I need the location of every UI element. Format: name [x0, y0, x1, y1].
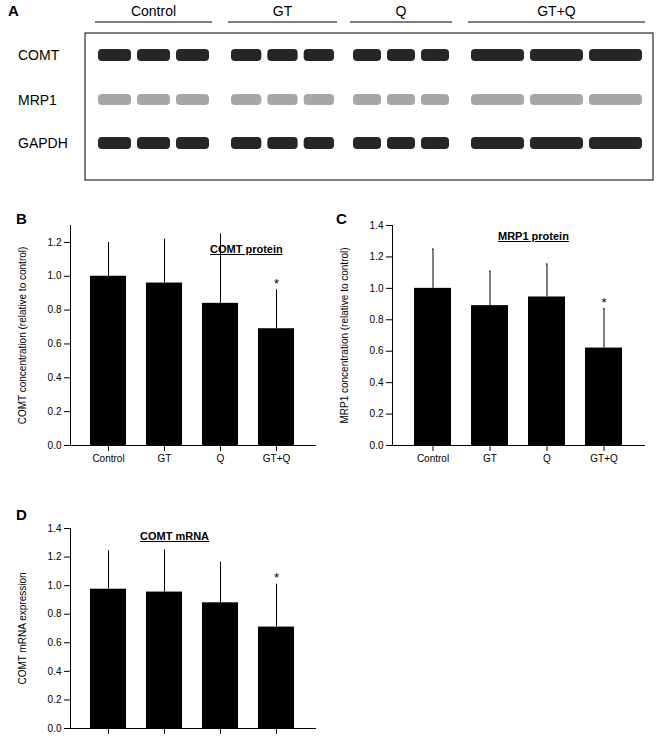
svg-text:0.4: 0.4 — [370, 377, 384, 388]
svg-text:0.6: 0.6 — [48, 637, 62, 648]
svg-text:MRP1 concentration (relative t: MRP1 concentration (relative to control) — [339, 247, 350, 423]
svg-text:GT: GT — [483, 453, 497, 464]
svg-text:*: * — [274, 276, 279, 291]
svg-text:GT: GT — [273, 3, 293, 19]
svg-text:1.2: 1.2 — [48, 237, 62, 248]
svg-text:0.2: 0.2 — [48, 406, 62, 417]
svg-text:A: A — [8, 2, 19, 19]
svg-text:Control: Control — [92, 453, 124, 464]
svg-text:1.0: 1.0 — [370, 283, 384, 294]
svg-text:MRP1: MRP1 — [18, 92, 57, 108]
svg-text:0.0: 0.0 — [370, 440, 384, 451]
svg-text:0.4: 0.4 — [48, 372, 62, 383]
svg-text:0.6: 0.6 — [48, 338, 62, 349]
svg-text:GT+Q: GT+Q — [590, 453, 618, 464]
svg-text:*: * — [601, 295, 606, 310]
svg-text:GT+Q: GT+Q — [537, 3, 576, 19]
svg-text:Q: Q — [217, 453, 225, 464]
svg-text:1.0: 1.0 — [48, 270, 62, 281]
svg-text:0.0: 0.0 — [48, 440, 62, 451]
html-text:MRP1 protein: MRP1 protein — [498, 230, 569, 242]
svg-text:0.4: 0.4 — [48, 666, 62, 677]
html-text:B: B — [16, 210, 27, 227]
svg-text:GT+Q: GT+Q — [263, 453, 291, 464]
svg-text:0.2: 0.2 — [370, 408, 384, 419]
svg-text:*: * — [274, 570, 279, 585]
html-text:D: D — [16, 506, 27, 523]
html-text:C: C — [336, 210, 347, 227]
svg-text:0.2: 0.2 — [48, 694, 62, 705]
svg-text:0.8: 0.8 — [48, 608, 62, 619]
svg-text:1.0: 1.0 — [48, 580, 62, 591]
svg-text:COMT mRNA expression: COMT mRNA expression — [17, 572, 28, 684]
svg-text:1.2: 1.2 — [370, 251, 384, 262]
html-text:COMT protein: COMT protein — [210, 243, 283, 255]
svg-text:GT: GT — [158, 453, 172, 464]
svg-text:Q: Q — [396, 3, 407, 19]
svg-text:COMT: COMT — [18, 47, 60, 63]
svg-text:COMT concentration (relative t: COMT concentration (relative to control) — [17, 247, 28, 425]
svg-text:0.8: 0.8 — [370, 314, 384, 325]
svg-text:1.2: 1.2 — [48, 551, 62, 562]
svg-text:0.8: 0.8 — [48, 304, 62, 315]
svg-text:1.4: 1.4 — [370, 220, 384, 231]
html-text:COMT mRNA: COMT mRNA — [140, 530, 210, 542]
svg-text:Control: Control — [417, 453, 449, 464]
svg-text:0.6: 0.6 — [370, 345, 384, 356]
svg-text:Q: Q — [543, 453, 551, 464]
svg-text:Control: Control — [131, 3, 176, 19]
svg-text:0.0: 0.0 — [48, 723, 62, 734]
svg-text:1.4: 1.4 — [48, 523, 62, 534]
svg-text:GAPDH: GAPDH — [18, 135, 68, 151]
